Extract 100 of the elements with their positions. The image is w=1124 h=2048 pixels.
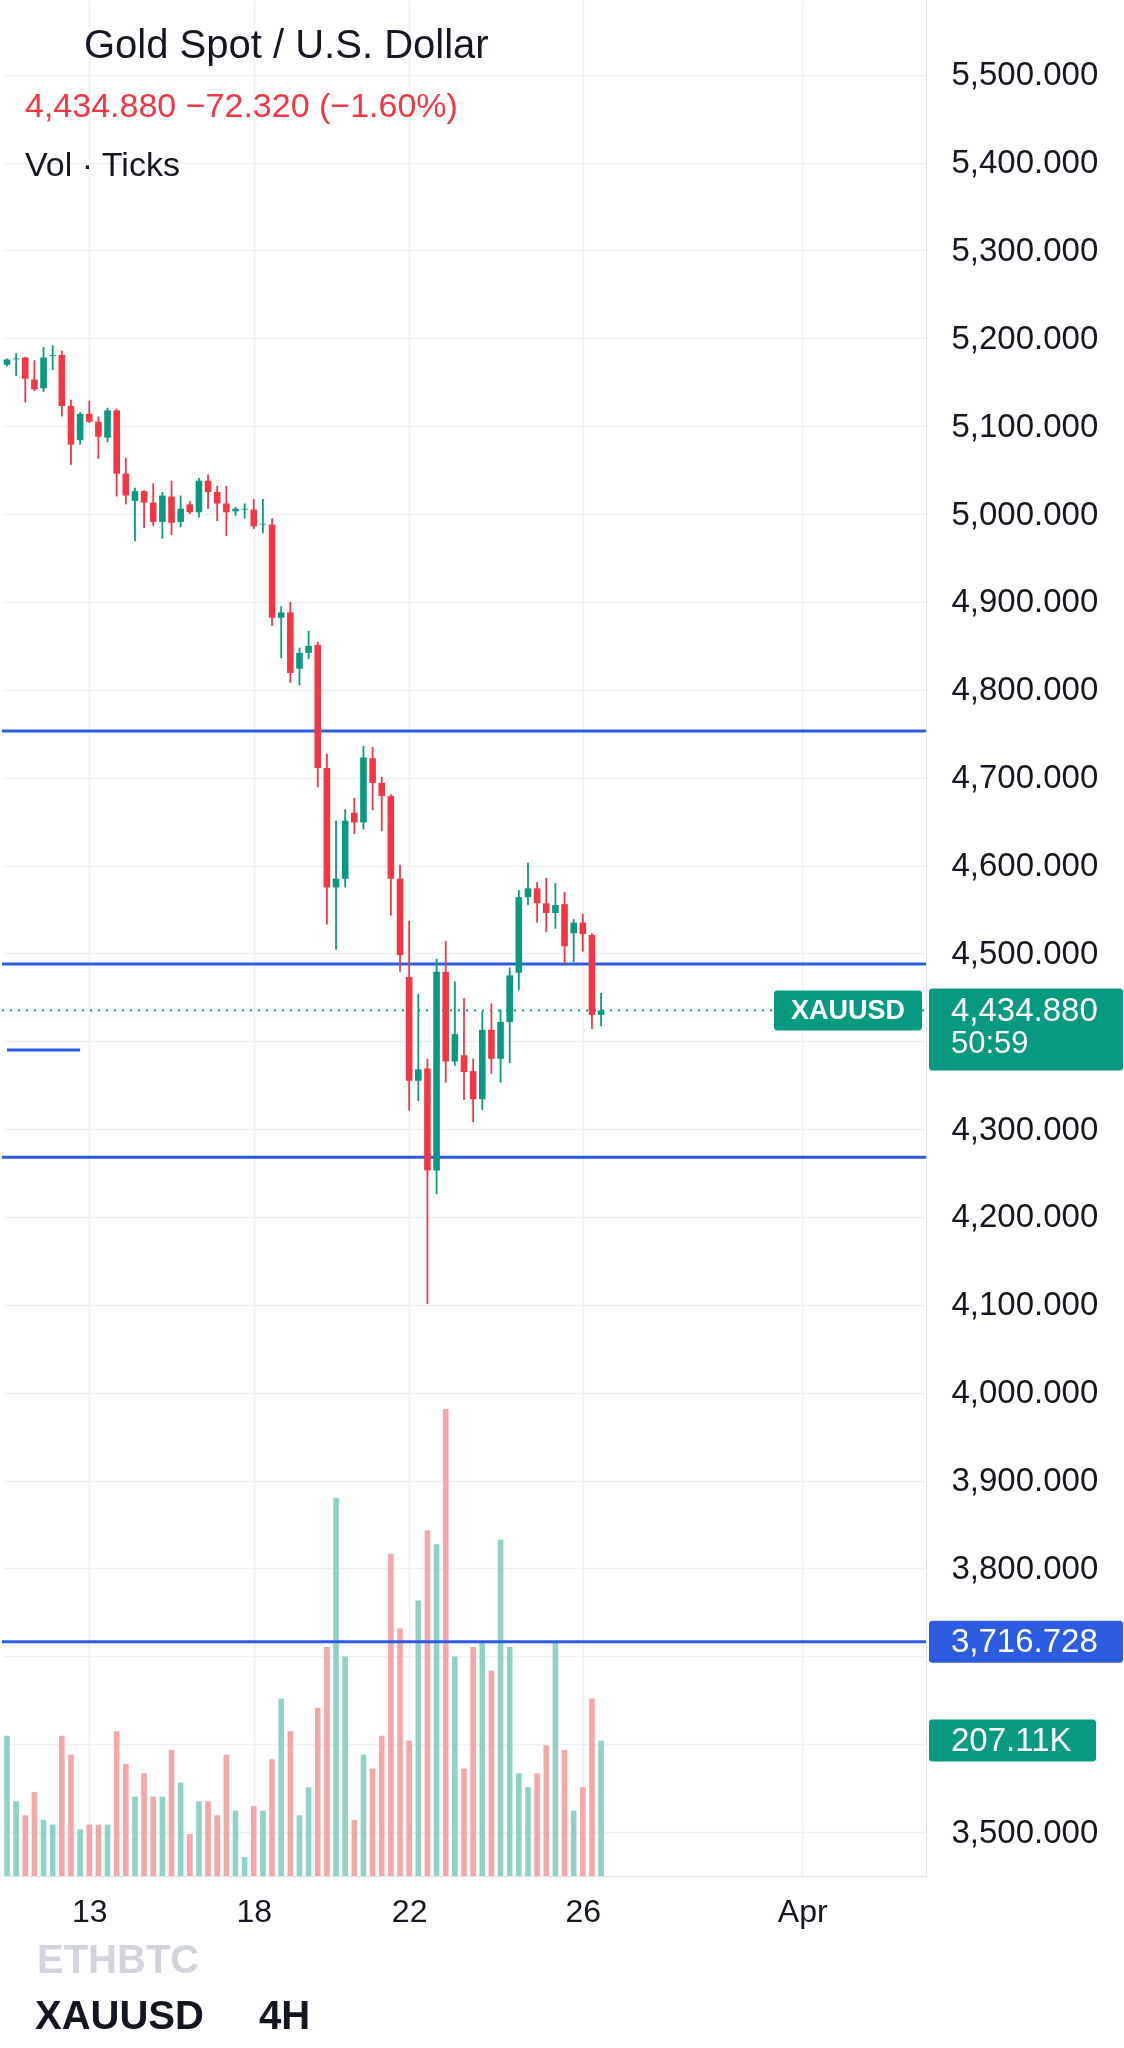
candlestick [259,498,267,535]
candlestick [378,775,386,833]
bar [397,1628,403,1876]
x-tick-label: Apr [777,1892,828,1929]
candlestick [95,415,102,460]
candlestick [213,485,221,522]
y-tick-label: 5,400.000 [951,143,1099,181]
y-tick-label: 4,700.000 [951,758,1099,796]
candlestick [149,482,157,528]
bar [269,1759,275,1876]
bar [86,1824,93,1876]
candlestick [250,498,258,530]
bar [442,1408,449,1876]
bar [324,1647,330,1876]
text: 3,716.728 [951,1621,1098,1659]
text: 4,434.880 −72.320 (−1.60%) [25,86,458,124]
bar [479,1642,486,1876]
x-tick-label: 18 [236,1892,273,1929]
x-tick-label: 26 [565,1892,602,1929]
candlestick [351,796,358,835]
bar [388,1553,394,1876]
candlestick [131,486,139,543]
y-tick-label: 4,200.000 [951,1197,1099,1235]
bar [534,1773,540,1876]
text: 4,434.880 [951,990,1098,1028]
candlestick [305,630,312,660]
bar [461,1768,467,1876]
y-tick-label: 4,100.000 [951,1285,1099,1323]
bar [77,1829,83,1876]
candlestick [223,485,230,537]
bar [342,1656,348,1876]
bar [22,1815,29,1876]
candlestick [296,646,303,687]
bar [13,1801,19,1876]
candlestick [140,489,148,529]
y-tick-label: 3,800.000 [951,1548,1099,1586]
bar [250,1805,257,1876]
candlestick [122,456,130,506]
text: 4H [259,1993,311,2037]
bar [260,1810,266,1876]
y-tick-label: 4,900.000 [951,582,1099,620]
bar [187,1833,193,1876]
y-tick-label: 5,000.000 [951,494,1099,532]
candlestick [49,344,56,371]
candlestick [533,881,541,924]
bar [205,1801,211,1876]
y-tick-label: 4,600.000 [951,846,1099,884]
candlestick [177,494,184,529]
y-tick-label: 4,500.000 [951,933,1099,971]
bar [452,1656,458,1876]
candlestick [241,502,248,520]
bar [196,1801,202,1876]
bar [378,1735,385,1876]
bar [589,1698,595,1876]
candlestick [460,997,468,1102]
bar [150,1796,157,1876]
bar [525,1787,531,1876]
bar [132,1796,138,1876]
candlestick [542,876,550,934]
text: Gold Spot / U.S. Dollar [84,22,489,66]
y-tick-label: 4,000.000 [951,1373,1099,1411]
bar [278,1698,284,1876]
x-tick-label: 22 [391,1892,428,1929]
candlestick [552,882,559,930]
bar [406,1740,412,1876]
bar [506,1647,513,1876]
bar [580,1787,586,1876]
bar [214,1815,221,1876]
candlestick [85,399,93,424]
candlestick [524,861,532,906]
candlestick [277,605,285,660]
y-tick-label: 5,200.000 [951,318,1099,356]
candlestick [570,918,577,964]
bar [598,1740,604,1876]
y-tick-label: 3,900.000 [951,1461,1099,1499]
y-tick-label: 4,300.000 [951,1109,1099,1147]
y-tick-label: 5,300.000 [951,230,1099,268]
annotation: Vol · Ticks [25,145,180,183]
bar [141,1773,147,1876]
y-tick-label: 5,100.000 [951,406,1099,444]
bar [305,1787,312,1876]
bar [470,1647,476,1876]
bar [241,1857,248,1876]
bar [49,1824,56,1876]
y-tick-label: 4,800.000 [951,670,1099,708]
bar [333,1497,339,1876]
x-tick-label: 13 [71,1892,108,1929]
candlestick [21,355,29,404]
ref-line-label: XAUUSD [790,994,906,1025]
bar [296,1815,303,1876]
bar [123,1763,129,1876]
bar [4,1735,10,1876]
text: XAUUSD [35,1993,204,2037]
bar [59,1735,65,1876]
bar [314,1707,321,1876]
y-tick-label: 3,500.000 [951,1812,1099,1850]
text: 207.11K [951,1720,1072,1758]
y-tick-label: 5,500.000 [951,55,1099,93]
bar [68,1754,74,1876]
candlestick [31,359,38,392]
